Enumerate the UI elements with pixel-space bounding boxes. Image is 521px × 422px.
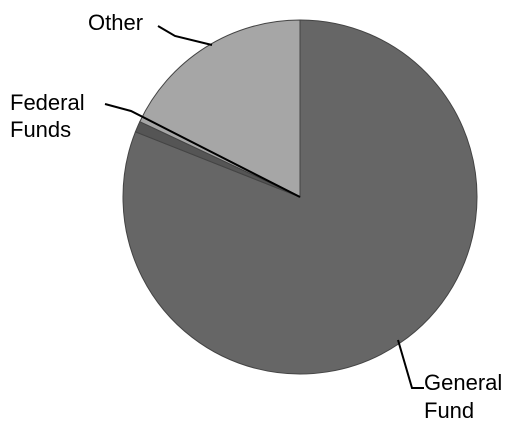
slice-label-line: Other — [88, 10, 143, 35]
leader-line-federal-funds — [104, 103, 301, 198]
slice-label-line: Funds — [10, 117, 71, 142]
slice-label-general-fund: General Fund — [424, 370, 502, 422]
pie-slices — [122, 19, 478, 375]
slice-label-other: Other — [88, 10, 143, 35]
slice-label-line: General — [424, 370, 502, 395]
leader-line-other — [157, 25, 213, 46]
pie-slice-other — [139, 19, 301, 198]
slice-labels: General Fund Federal Funds Other — [10, 10, 502, 422]
slice-label-line: Federal — [10, 90, 85, 115]
leader-line-general-fund — [397, 339, 424, 389]
leader-lines — [104, 25, 424, 389]
slice-label-federal-funds: Federal Funds — [10, 90, 85, 142]
slice-label-line: Fund — [424, 398, 474, 422]
